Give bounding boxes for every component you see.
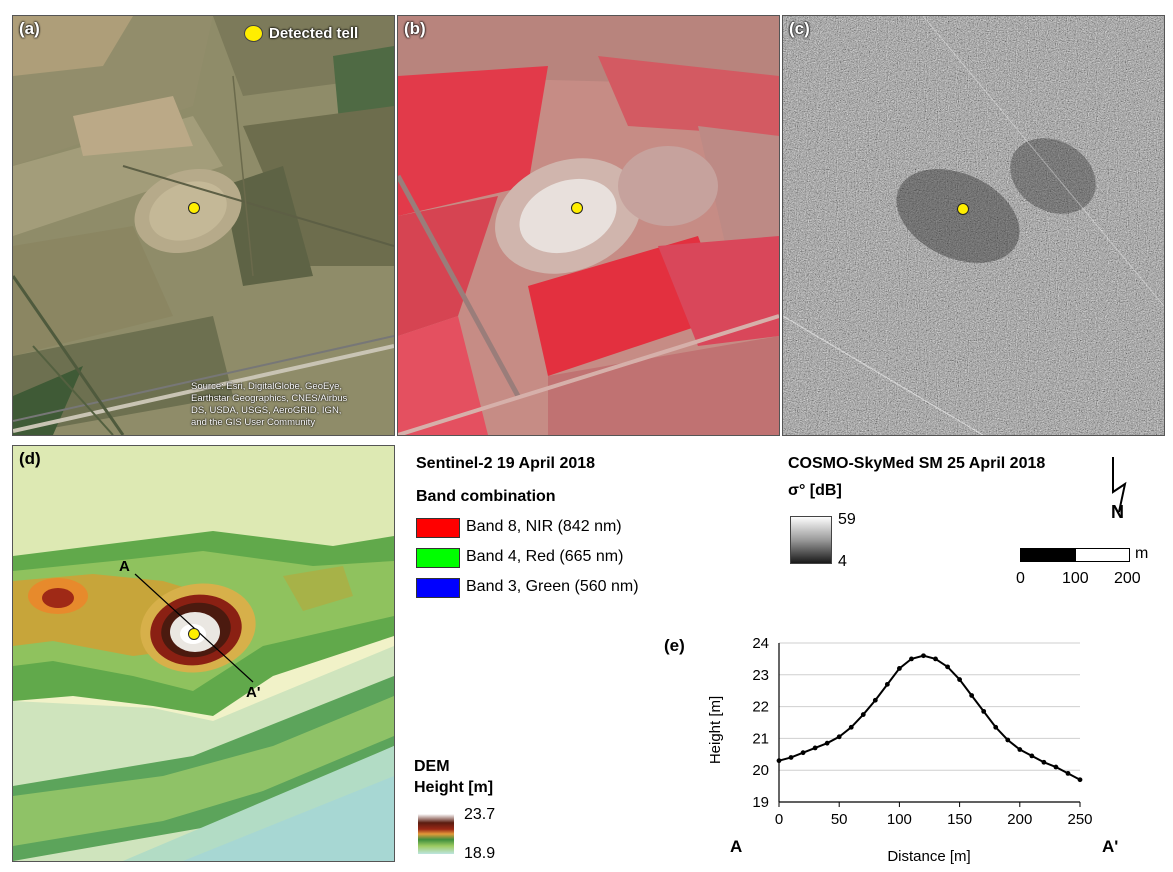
cosmo-max-label: 59	[838, 511, 856, 528]
profile-point	[1029, 753, 1035, 759]
sentinel-image	[398, 16, 779, 435]
y-tick-label: 23	[752, 667, 769, 684]
x-left-label: A	[730, 837, 742, 856]
profile-point	[1077, 777, 1083, 783]
profile-point	[884, 681, 890, 687]
imagery-credit: Source: Esri, DigitalGlobe, GeoEye, Eart…	[191, 381, 394, 429]
profile-point	[981, 708, 987, 714]
profile-point	[776, 758, 782, 764]
profile-chart: 19 20 21 22 23 24 0 50 100 150 200 250 Distance [m]…	[707, 635, 1118, 865]
x-axis-label: Distance [m]	[887, 848, 970, 865]
satellite-image	[13, 16, 394, 435]
y-axis-label: Height [m]	[707, 696, 724, 764]
profile-point	[969, 693, 975, 698]
scalebar-unit: m	[1135, 545, 1149, 562]
profile-point	[921, 653, 926, 659]
profile-point	[909, 656, 914, 662]
profile-point	[872, 697, 878, 703]
panel-a-label: (a)	[19, 19, 40, 38]
profile-point	[897, 666, 902, 671]
panel-b-sentinel: (b)	[397, 15, 780, 436]
profile-point	[1005, 737, 1011, 743]
cosmo-unit: σ° [dB]	[788, 482, 842, 499]
band-4-swatch	[416, 548, 460, 568]
profile-point	[1065, 770, 1071, 776]
profile-point	[1041, 759, 1047, 765]
scalebar-tick-0: 0	[1016, 570, 1025, 587]
y-tick-label: 19	[752, 794, 769, 811]
profile-point	[933, 656, 938, 662]
dem-title: DEM	[414, 758, 450, 775]
panel-c-sar: (c)	[782, 15, 1165, 436]
y-tick-label: 22	[752, 699, 769, 716]
profile-point	[1053, 764, 1059, 770]
profile-point	[812, 745, 818, 751]
profile-point	[957, 677, 962, 682]
profile-point	[848, 724, 854, 730]
x-right-label: A'	[1102, 837, 1118, 856]
chart-grid	[779, 642, 1080, 803]
chart-axes: 19 20 21 22 23 24 0 50 100 150 200 250	[752, 635, 1092, 828]
cosmo-colorbar	[790, 516, 832, 564]
dem-max-label: 23.7	[464, 806, 496, 823]
x-tick-label: 50	[831, 811, 848, 828]
x-tick-label: 150	[947, 811, 972, 828]
tell-marker-icon	[188, 202, 200, 214]
tell-marker-icon	[571, 202, 583, 214]
y-tick-label: 24	[752, 635, 769, 652]
profile-end-label: A'	[246, 684, 261, 701]
panel-d-label: (d)	[19, 449, 41, 468]
cosmo-min-label: 4	[838, 553, 847, 570]
scalebar-tick-100: 100	[1062, 570, 1089, 587]
x-tick-label: 250	[1067, 811, 1092, 828]
y-tick-label: 20	[752, 762, 769, 779]
north-arrow-icon	[1112, 457, 1127, 513]
x-tick-label: 0	[775, 811, 783, 828]
legend-marker-icon	[244, 25, 263, 42]
band-4-label: Band 4, Red (665 nm)	[466, 548, 624, 565]
profile-point	[788, 755, 794, 760]
scalebar-tick-200: 200	[1114, 570, 1141, 587]
dem-min-label: 18.9	[464, 845, 496, 862]
profile-point	[836, 734, 842, 740]
sentinel-title: Sentinel-2 19 April 2018	[416, 455, 596, 472]
panel-d-dem: (d) A A'	[12, 445, 395, 862]
band-8-swatch	[416, 518, 460, 538]
band-3-label: Band 3, Green (560 nm)	[466, 578, 639, 595]
north-label: N	[1111, 502, 1124, 522]
cosmo-title: COSMO-SkyMed SM 25 April 2018	[788, 455, 1046, 472]
band-3-swatch	[416, 578, 460, 598]
sar-image	[783, 16, 1164, 435]
chart-series	[776, 653, 1083, 783]
profile-point	[993, 724, 999, 730]
panel-c-label: (c)	[789, 19, 810, 38]
dem-colorbar	[418, 814, 454, 854]
profile-point	[860, 712, 866, 717]
tell-marker-icon	[957, 203, 969, 215]
credit-line-4: and the GIS User Community	[191, 417, 316, 428]
credit-line-3: DS, USDA, USGS, AeroGRID, IGN,	[191, 405, 342, 416]
profile-point	[945, 664, 950, 670]
dem-unit: Height [m]	[414, 779, 494, 796]
scalebar	[1020, 548, 1130, 562]
scalebar-black-segment	[1021, 549, 1076, 561]
panel-e-label: (e)	[664, 636, 685, 655]
tell-marker-icon	[188, 628, 200, 640]
band-8-label: Band 8, NIR (842 nm)	[466, 518, 622, 535]
y-tick-label: 21	[752, 730, 769, 747]
detected-tell-legend-label: Detected tell	[269, 25, 359, 42]
credit-line-2: Earthstar Geographics, CNES/Airbus	[191, 393, 348, 404]
credit-line-1: Source: Esri, DigitalGlobe, GeoEye,	[191, 381, 343, 392]
panel-b-label: (b)	[404, 19, 426, 38]
band-combination-title: Band combination	[416, 488, 556, 505]
profile-point	[1017, 747, 1023, 752]
profile-point	[824, 740, 830, 746]
x-tick-label: 200	[1007, 811, 1032, 828]
panel-a-satellite: (a) Detected tell Source: Esri, DigitalG…	[12, 15, 395, 436]
dem-image	[13, 446, 394, 861]
profile-start-label: A	[119, 558, 130, 575]
x-tick-label: 100	[887, 811, 912, 828]
profile-point	[800, 750, 806, 756]
